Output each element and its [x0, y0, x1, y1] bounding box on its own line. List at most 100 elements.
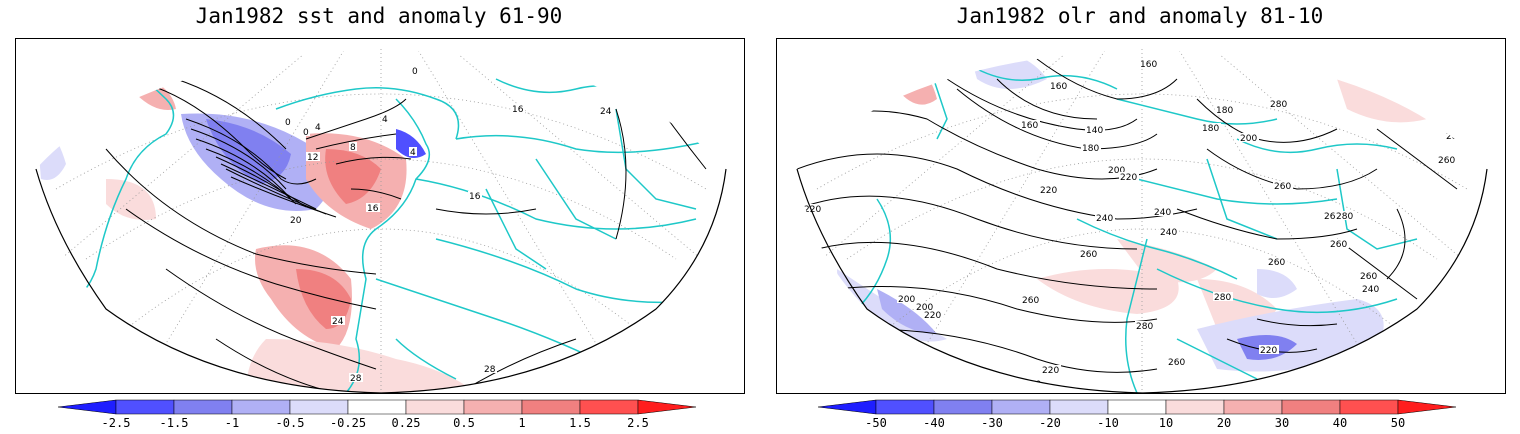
contour-label: 20 [290, 216, 302, 226]
contour-label: 240 [1154, 208, 1171, 218]
olr-colorbar-swatch [991, 399, 1051, 415]
contour-label: 240 [800, 142, 817, 152]
contour-label: 4 [410, 148, 416, 158]
sst-colorbar-arrow-high [637, 399, 697, 415]
contour-label: 240 [804, 132, 821, 142]
sst-colorbar-tick-label: 1.5 [569, 416, 591, 430]
contour-label: 260 [1324, 212, 1341, 222]
contour-label: 260 [844, 100, 861, 110]
sst-colorbar-tick-label: 2.5 [627, 416, 649, 430]
contour-label: 160 [1050, 82, 1067, 92]
anomaly-negative-region [1257, 269, 1297, 298]
sst-colorbar-swatch [521, 399, 581, 415]
contour-label: 24 [600, 107, 612, 117]
anomaly-positive-region [296, 269, 351, 329]
olr-colorbar-swatch [1223, 399, 1283, 415]
colorbar-svg: -2.5 -1.5 -1 -0.5 -0.25 0.25 0.5 1 1.5 2.5 [57, 399, 697, 430]
coastlines [55, 58, 717, 393]
olr-colorbar-arrow-high [1397, 399, 1457, 415]
olr-colorbar-swatch [1339, 399, 1399, 415]
anomaly-positive-region [1037, 269, 1179, 314]
olr-colorbar-tick-label: 50 [1391, 416, 1405, 430]
contour-label: 24 [332, 317, 344, 327]
olr-colorbar-arrow-low [817, 399, 877, 415]
sst-colorbar-tick-label: -1.5 [160, 416, 189, 430]
contour-label: 260 [1330, 240, 1347, 250]
olr-colorbar-tick-label: -50 [865, 416, 887, 430]
anomaly-positive-region [1438, 49, 1487, 137]
contour-label: 280 [856, 62, 873, 72]
contour-label: 280 [1420, 100, 1437, 110]
anomaly-positive-region [36, 49, 96, 72]
contour-label: 280 [1446, 132, 1463, 142]
contour-label: 280 [1336, 212, 1353, 222]
contour-label: 160 [1140, 60, 1157, 70]
contour-label: 20 [147, 70, 159, 80]
contour-label: 280 [1136, 322, 1153, 332]
olr-colorbar-tick-label: 10 [1159, 416, 1173, 430]
sst-map-panel: 28 20 0 0 4 8 12 16 20 24 28 28 28 24 16… [15, 38, 745, 394]
sst-colorbar-arrow-low [57, 399, 117, 415]
olr-colorbar-tick-label: -40 [923, 416, 945, 430]
anomaly-positive-region [246, 339, 476, 393]
olr-map-panel: 280 260 240 220 200 160 160 140 180 180 … [776, 38, 1506, 394]
olr-colorbar-swatch [1281, 399, 1341, 415]
contour-label: 16 [367, 204, 379, 214]
contour-label: 260 [1022, 296, 1039, 306]
olr-colorbar-swatch [875, 399, 935, 415]
olr-colorbar-swatch [933, 399, 993, 415]
sst-colorbar-swatch [579, 399, 639, 415]
contour-label: 260 [1360, 272, 1377, 282]
contour-label: 260 [1438, 156, 1455, 166]
contour-label: 220 [1040, 186, 1057, 196]
sst-colorbar-tick-label: 1 [518, 416, 525, 430]
contour-label: 8 [350, 143, 356, 153]
sst-colorbar-tick-label: -2.5 [102, 416, 131, 430]
sst-colorbar-tick-label: -0.5 [276, 416, 305, 430]
contour-label: 16 [469, 192, 481, 202]
contour-label: 280 [1270, 100, 1287, 110]
sst-colorbar-tick-label: -0.25 [330, 416, 366, 430]
contour-label: 240 [1096, 214, 1113, 224]
contour-label: 240 [1160, 228, 1177, 238]
sst-colorbar-tick-label: -1 [225, 416, 239, 430]
contour-label: 260 [1080, 250, 1097, 260]
contour-label: 160 [1021, 121, 1038, 131]
contour-label: 200 [1240, 134, 1257, 144]
contour-label: 220 [804, 205, 821, 215]
contour-lines [797, 58, 1458, 373]
olr-colorbar-tick-label: -10 [1097, 416, 1119, 430]
olr-colorbar-tick-label: -20 [1039, 416, 1061, 430]
contour-label: 16 [512, 105, 524, 115]
sst-colorbar-swatch [173, 399, 233, 415]
anomaly-negative-region [967, 49, 1047, 89]
contour-label: 180 [1202, 124, 1219, 134]
olr-colorbar-swatch [1107, 399, 1167, 415]
contour-label: 180 [1082, 144, 1099, 154]
contour-label: 280 [1214, 293, 1231, 303]
sst-colorbar-swatch [463, 399, 523, 415]
sst-colorbar-swatch [347, 399, 407, 415]
contour-label: 12 [307, 153, 318, 163]
olr-anomaly-colorbar: -50 -40 -30 -20 -10 10 20 30 40 50 [817, 398, 1464, 430]
olr-colorbar-tick-label: 20 [1217, 416, 1231, 430]
anomaly-positive-region [1337, 79, 1427, 123]
contour-label: 240 [1362, 285, 1379, 295]
left-map-title: Jan1982 sst and anomaly 61-90 [195, 4, 563, 28]
contour-label: 200 [1108, 166, 1125, 176]
sst-colorbar-swatch [289, 399, 349, 415]
sst-colorbar-tick-label: 0.5 [453, 416, 475, 430]
contour-label: 28 [350, 374, 362, 384]
anomaly-negative-region [396, 129, 426, 158]
olr-colorbar-tick-label: -30 [981, 416, 1003, 430]
sst-colorbar-swatch [231, 399, 291, 415]
sst-colorbar-swatch [405, 399, 465, 415]
contour-label: 180 [1216, 106, 1233, 116]
contour-label: 0 [412, 67, 418, 77]
sst-anomaly-colorbar: -2.5 -1.5 -1 -0.5 -0.25 0.25 0.5 1 1.5 2.5 [57, 398, 704, 430]
contour-label: 0 [303, 128, 309, 138]
olr-colorbar-tick-label: 30 [1275, 416, 1289, 430]
contour-label: 200 [898, 295, 915, 305]
olr-colorbar-tick-label: 40 [1333, 416, 1347, 430]
sst-colorbar-swatch [115, 399, 175, 415]
